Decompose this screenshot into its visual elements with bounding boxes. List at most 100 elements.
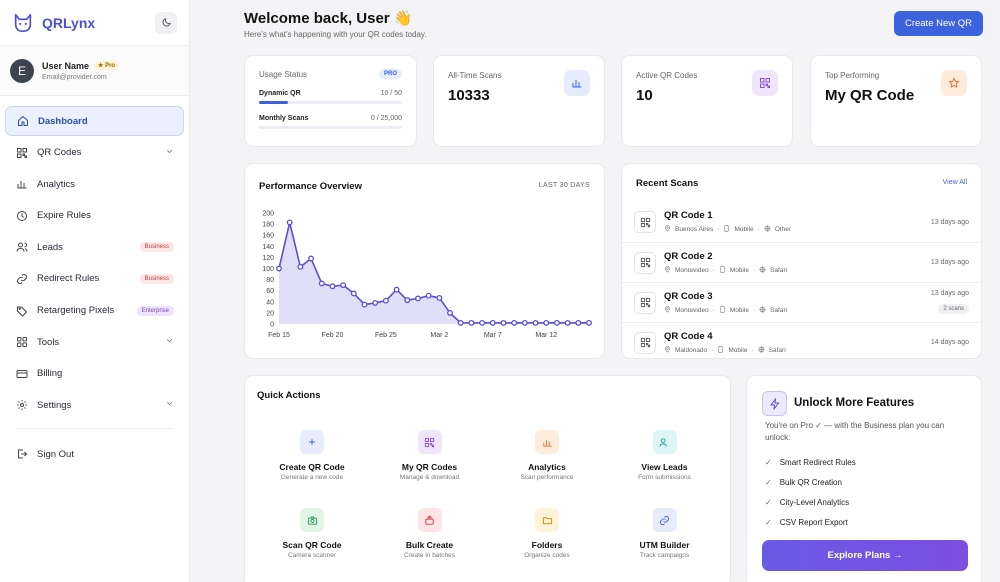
create-new-qr-button[interactable]: Create New QR (894, 11, 983, 36)
mobile-icon (719, 265, 726, 275)
sidebar-item-billing[interactable]: Billing (5, 359, 184, 389)
scan-time: 13 days ago (930, 290, 969, 297)
data-point (436, 294, 443, 301)
scan-city: Montevideo (675, 266, 709, 274)
explore-plans-button[interactable]: Explore Plans → (762, 540, 968, 571)
x-tick-label: Mar 2 (430, 332, 448, 339)
usage-value: 10 / 50 (380, 90, 402, 97)
quick-action-title: Scan QR Code (282, 540, 342, 550)
quick-action-subtitle: Scan performance (520, 474, 574, 481)
quick-action-my-qr-codes[interactable]: My QR Codes Manage & download (365, 430, 495, 481)
stat-card-active-qr-codes: Active QR Codes 10 (621, 55, 793, 147)
sign-out-button[interactable]: Sign Out (5, 439, 184, 469)
data-point (276, 265, 282, 272)
quick-action-view-leads[interactable]: View Leads Form submissions (600, 430, 730, 481)
scan-qr-name: QR Code 3 (664, 290, 713, 302)
usage-progress-bar (259, 126, 402, 129)
data-point (318, 280, 325, 287)
quick-action-analytics[interactable]: Analytics Scan performance (482, 430, 612, 481)
plan-badge: ★ Pro (94, 61, 120, 70)
quick-action-folders[interactable]: Folders Organize codes (482, 508, 612, 559)
data-point (393, 286, 400, 293)
home-icon (16, 114, 30, 128)
link-icon (15, 272, 29, 286)
stack-icon (417, 508, 442, 532)
tag-icon (15, 304, 29, 318)
chart-icon (15, 177, 29, 191)
unlock-title: Unlock More Features (794, 397, 915, 409)
sidebar-item-tools[interactable]: Tools (5, 327, 184, 357)
chevron-down-icon (165, 399, 174, 411)
business-badge: Business (139, 273, 174, 284)
data-point (361, 301, 368, 308)
y-tick-label: 100 (262, 266, 274, 273)
quick-action-create-qr-code[interactable]: Create QR Code Generate a new code (247, 430, 377, 481)
sidebar-item-retargeting-pixels[interactable]: Retargeting Pixels Enterprise (5, 296, 184, 326)
grid-icon (15, 335, 29, 349)
sidebar-item-qr-codes[interactable]: QR Codes (5, 138, 184, 168)
data-point (297, 263, 304, 270)
qr-icon (634, 331, 656, 354)
stat-value: 10333 (448, 87, 490, 104)
sidebar-item-label: Retargeting Pixels (37, 305, 115, 317)
scan-time: 14 days ago (930, 339, 969, 346)
x-tick-label: Mar 12 (535, 332, 557, 339)
location-pin-icon (664, 265, 671, 275)
star-icon (941, 70, 967, 96)
user-profile[interactable]: E User Name ★ Pro Email@provider.com (0, 46, 189, 96)
data-point (575, 319, 582, 326)
sidebar-item-dashboard[interactable]: Dashboard (5, 106, 184, 136)
quick-action-title: Bulk Create (405, 540, 454, 550)
feature-item: ✓ City-Level Analytics (765, 498, 856, 507)
data-point (382, 297, 389, 304)
sidebar-item-analytics[interactable]: Analytics (5, 169, 184, 199)
scan-row[interactable]: QR Code 1 Buenos Aires · Mobile · Other 13 day… (622, 202, 981, 242)
location-pin-icon (664, 305, 671, 315)
sidebar-item-label: Leads (37, 241, 63, 253)
user-name: User Name (42, 60, 90, 71)
usage-row-dynamic-qr: Dynamic QR 10 / 50 (259, 90, 402, 104)
sidebar-item-label: Analytics (37, 178, 76, 190)
sidebar-item-leads[interactable]: Leads Business (5, 232, 184, 262)
stat-title: Active QR Codes (636, 71, 698, 80)
lynx-logo-icon (14, 13, 32, 32)
sidebar-item-expire-rules[interactable]: Expire Rules (5, 201, 184, 231)
scan-city: Maldonado (675, 346, 708, 354)
usage-progress-bar (259, 101, 402, 104)
qr-icon (634, 251, 656, 274)
x-tick-label: Mar 7 (484, 332, 502, 339)
quick-action-title: Folders (531, 540, 563, 550)
sidebar-item-redirect-rules[interactable]: Redirect Rules Business (5, 264, 184, 294)
data-point (511, 319, 518, 326)
scan-row[interactable]: QR Code 2 Montevideo · Mobile · Safari 13 days… (622, 242, 981, 282)
quick-action-utm-builder[interactable]: UTM Builder Track campaigns (600, 508, 730, 559)
scan-browser: Safari (768, 346, 786, 354)
usage-progress-fill (259, 101, 288, 104)
quick-action-bulk-create[interactable]: Bulk Create Create in batches (365, 508, 495, 559)
scan-row[interactable]: QR Code 3 Montevideo · Mobile · Safari 13 days… (622, 282, 981, 322)
stat-card-all-time-scans: All-Time Scans 10333 (433, 55, 605, 147)
quick-action-scan-qr-code[interactable]: Scan QR Code Camera scanner (247, 508, 377, 559)
location-pin-icon (664, 345, 671, 355)
usage-title: Usage Status (259, 70, 308, 79)
scan-qr-name: QR Code 2 (664, 250, 713, 262)
quick-actions-card: Quick Actions Create QR Code Generate a n… (244, 375, 731, 582)
scan-row[interactable]: QR Code 4 Maldonado · Mobile · Safari 14 days … (622, 322, 981, 358)
y-tick-label: 20 (266, 310, 274, 317)
globe-icon (764, 225, 771, 234)
stat-card-top-performing: Top Performing My QR Code (810, 55, 982, 147)
camera-icon (300, 508, 324, 532)
theme-toggle-button[interactable] (155, 11, 177, 34)
user-email: Email@provider.com (42, 73, 107, 81)
data-point (415, 295, 421, 302)
mobile-icon (717, 345, 724, 355)
moon-icon (162, 18, 171, 27)
sidebar-item-settings[interactable]: Settings (5, 390, 184, 420)
x-tick-label: Feb 15 (268, 332, 290, 339)
bar-chart-icon (564, 70, 590, 96)
chevron-down-icon (165, 147, 174, 159)
sidebar-item-label: QR Codes (37, 147, 82, 159)
view-all-link[interactable]: View All (942, 179, 967, 186)
data-point (479, 319, 486, 326)
scan-city: Buenos Aires (675, 226, 714, 233)
